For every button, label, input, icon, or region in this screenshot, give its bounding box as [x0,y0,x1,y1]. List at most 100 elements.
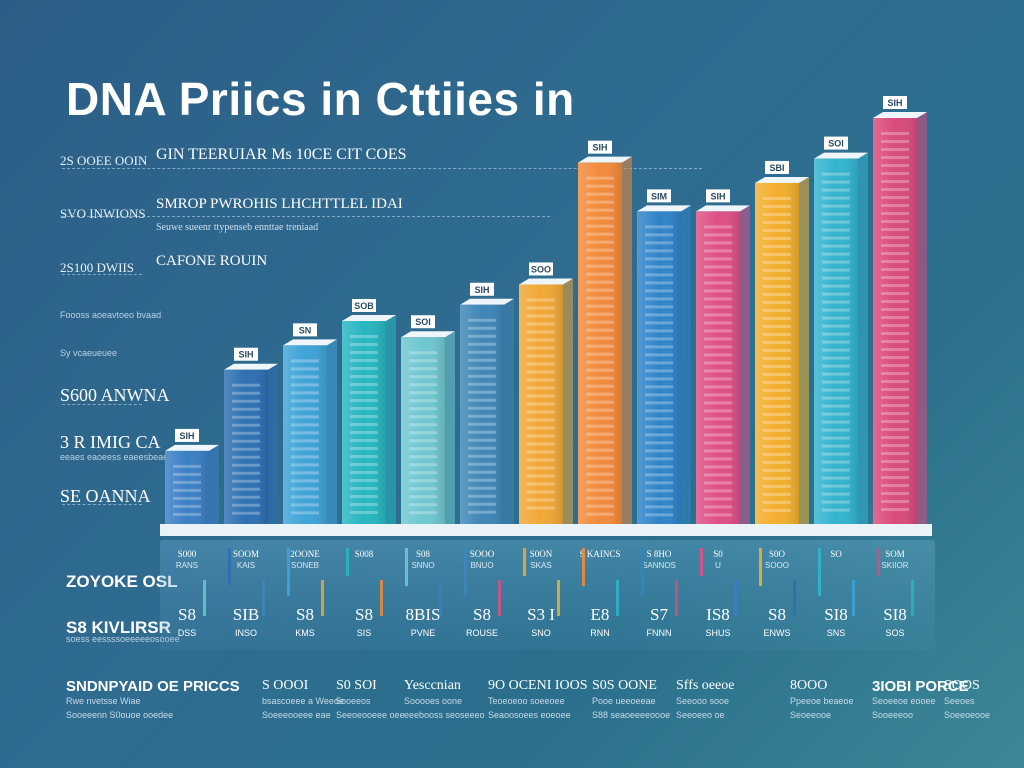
bar-shine [873,118,917,524]
bar-stripe [586,512,614,516]
bar-stripe [291,415,319,419]
bar-top [519,278,573,285]
bar-stripe [527,506,555,510]
bar-stripe [881,412,909,415]
bar-stripe [586,280,614,284]
bar-stripe [350,455,378,458]
bottom-left-sub: soess eessssoeeeeeosooee [66,634,180,644]
bar-stripe [468,454,496,458]
bottom-value: S7 [650,605,668,624]
bar-stripe [350,471,378,474]
bar-stripe [822,292,850,296]
bar-side [917,112,927,524]
tick-line [346,548,349,576]
bar-top [401,331,455,338]
bar-group: SN [283,323,337,524]
tick-line [380,580,383,616]
bar-stripe [645,281,673,285]
bar-stripe [291,423,319,427]
bar-stripe [704,385,732,389]
bar-stripe [645,401,673,405]
bar-stripe [763,428,791,432]
lower-column: S08 SNNO 8BIS PVNE [405,548,442,638]
bar-stripe [881,188,909,191]
axis-label: 2S OOEE OOIN [60,153,148,168]
footer-subtext: Pooe ueeoeeae [592,696,656,706]
bar-stripe [704,273,732,277]
bottom-sub-label: DSS [178,628,197,638]
axis-label: SVO INWIONS [60,206,146,221]
bar-stripe [763,348,791,352]
bar-stripe [291,407,319,411]
footer-subtext: Seeoeooeee oee [336,710,405,720]
bar-label-bg [588,140,612,154]
bar-stripe [704,513,732,517]
bar-stripe [645,457,673,461]
bar-stripe [763,372,791,376]
bar-stripe [527,314,555,318]
bar-stripe [586,224,614,228]
bar-stripe [291,383,319,387]
bar-label: SIH [238,350,253,360]
bottom-sub-label: INSO [235,628,257,638]
bar-stripe [645,289,673,293]
bar-stripe [881,260,909,263]
bar-stripe [468,334,496,338]
bar-stripe [586,448,614,452]
bar-stripe [232,407,260,411]
bar-stripe [881,476,909,479]
bar-stripe [822,468,850,472]
bar-stripe [291,359,319,363]
bar-stripe [527,442,555,446]
bar-stripe [704,297,732,301]
bottom-value: SI8 [883,605,907,624]
bar-stripe [881,428,909,431]
tick-line [203,580,206,616]
bar-label-bg [765,160,789,174]
bar-stripe [881,172,909,175]
bar-stripe [763,388,791,392]
page-title: DNA Priics in Cttiies in [66,73,575,125]
city-label: SOOO [470,549,495,559]
bar-stripe [586,192,614,196]
bar-stripe [586,368,614,372]
bar-stripe [763,324,791,328]
bar-stripe [822,196,850,200]
bar-stripe [881,300,909,303]
bar-stripe [704,377,732,381]
bar-stripe [350,487,378,490]
bar-stripe [822,476,850,480]
bar-stripe [586,456,614,460]
axis-label: 3 R IMIG CA [60,432,161,452]
lower-column: S000 RANS S8 DSS [169,548,206,638]
bar-stripe [232,399,260,403]
bar-stripe [173,472,201,476]
bottom-value: S8 [768,605,786,624]
bar-side [681,205,691,524]
bar-stripe [881,444,909,447]
bar-stripe [881,180,909,183]
bar-stripe [645,513,673,517]
bar-stripe [527,426,555,430]
bar-label: SIH [592,143,607,153]
city-label: S0 [713,549,723,559]
bar-stripe [468,374,496,378]
legend-line-2: SMROP PWROHIS LHCHTTLEL IDAI [156,196,403,212]
bottom-value: 8BIS [406,605,441,624]
bottom-sub-label: PVNE [411,628,436,638]
bar-stripe [763,444,791,448]
bar-stripe [409,471,437,475]
bar-stripe [232,503,260,507]
bottom-value: IS8 [706,605,730,624]
bar-stripe [763,228,791,232]
footer-subtext: Seoeeoe eooee [872,696,936,706]
bar-stripe [763,252,791,256]
bar-stripe [645,249,673,253]
bar-stripe [822,332,850,336]
bottom-sub-label: ROUSE [466,628,498,638]
bar-stripe [173,464,201,468]
bar-shine [578,162,622,524]
bar-stripe [173,496,201,500]
city-sub-label: BNUO [470,561,493,570]
bar-top [460,298,514,305]
